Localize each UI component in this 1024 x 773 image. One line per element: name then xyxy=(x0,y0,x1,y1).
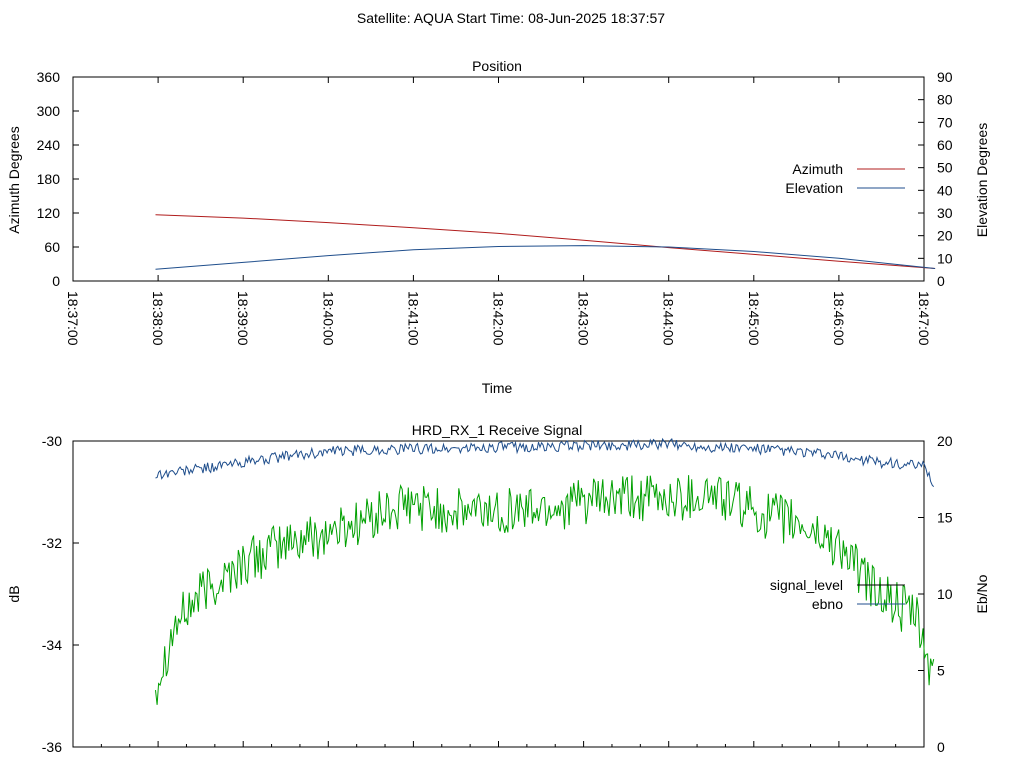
signal-panel: HRD_RX_1 Receive Signal -36 -34 -32 -30 0 5 1… xyxy=(6,422,990,755)
elevation-tick-label: 40 xyxy=(937,182,953,198)
signal-left-ticks: -36 -34 -32 -30 xyxy=(42,433,79,755)
signal-right-ticks: 0 5 10 15 20 xyxy=(918,433,953,755)
elevation-tick-label: 0 xyxy=(937,273,945,289)
position-right-ticks: 0 10 20 30 40 50 60 70 80 90 xyxy=(918,69,953,289)
green-series-line xyxy=(155,475,935,705)
time-tick-label: 18:47:00 xyxy=(916,291,932,346)
azimuth-series-line xyxy=(155,214,936,269)
ebno-tick-label: 15 xyxy=(937,510,953,526)
time-tick-label: 18:42:00 xyxy=(491,291,507,346)
time-tick-label: 18:38:00 xyxy=(150,291,166,346)
azimuth-tick-label: 120 xyxy=(37,205,61,221)
elevation-tick-label: 70 xyxy=(937,114,953,130)
position-ylabel: Azimuth Degrees xyxy=(6,126,22,233)
elevation-tick-label: 10 xyxy=(937,250,953,266)
azimuth-tick-label: 60 xyxy=(44,239,60,255)
signal-plot-frame xyxy=(72,440,925,748)
ebno-tick-label: 5 xyxy=(937,663,945,679)
elevation-tick-label: 60 xyxy=(937,137,953,153)
time-tick-label: 18:41:00 xyxy=(405,291,421,346)
db-tick-label: -34 xyxy=(42,637,62,653)
azimuth-tick-label: 240 xyxy=(37,137,61,153)
elevation-tick-label: 50 xyxy=(937,160,953,176)
legend-label-ebno: ebno xyxy=(812,596,843,612)
legend-label-signal-level: signal_level xyxy=(770,577,843,593)
ebno-series-line xyxy=(155,437,935,488)
time-tick-label: 18:43:00 xyxy=(576,291,592,346)
position-time-ticks: 18:37:00 18:38:00 18:39:00 18:40:00 18:41:00… xyxy=(65,77,932,346)
suptitle: Satellite: AQUA Start Time: 08-Jun-2025 … xyxy=(357,10,665,26)
position-y2label: Elevation Degrees xyxy=(974,123,990,237)
ebno-tick-label: 0 xyxy=(937,739,945,755)
signal-ylabel: dB xyxy=(6,585,22,602)
elevation-tick-label: 90 xyxy=(937,69,953,85)
time-tick-label: 18:44:00 xyxy=(661,291,677,346)
time-tick-label: 18:39:00 xyxy=(235,291,251,346)
signal-time-ticks xyxy=(72,741,925,747)
position-panel: Position 0 60 120 180 240 300 360 0 10 20 30 40 50 6… xyxy=(6,58,990,396)
position-legend: Azimuth Elevation xyxy=(785,161,905,196)
position-xlabel: Time xyxy=(482,380,513,396)
ebno-tick-label: 10 xyxy=(937,586,953,602)
time-tick-label: 18:45:00 xyxy=(746,291,762,346)
position-title: Position xyxy=(472,58,522,74)
legend-label-elevation: Elevation xyxy=(785,180,843,196)
elevation-series-line xyxy=(155,245,936,270)
db-tick-label: -32 xyxy=(42,535,62,551)
elevation-tick-label: 30 xyxy=(937,205,953,221)
azimuth-tick-label: 300 xyxy=(37,103,61,119)
time-tick-label: 18:40:00 xyxy=(320,291,336,346)
elevation-tick-label: 20 xyxy=(937,228,953,244)
position-left-ticks: 0 60 120 180 240 300 360 xyxy=(37,69,79,289)
time-tick-label: 18:46:00 xyxy=(831,291,847,346)
legend-label-azimuth: Azimuth xyxy=(792,161,843,177)
time-tick-label: 18:37:00 xyxy=(65,291,81,346)
ebno-tick-label: 20 xyxy=(937,433,953,449)
signal-title: HRD_RX_1 Receive Signal xyxy=(412,422,582,438)
azimuth-tick-label: 180 xyxy=(37,171,61,187)
db-tick-label: -36 xyxy=(42,739,62,755)
position-plot-frame xyxy=(72,76,925,282)
azimuth-tick-label: 0 xyxy=(52,273,60,289)
elevation-tick-label: 80 xyxy=(937,92,953,108)
azimuth-tick-label: 360 xyxy=(37,69,61,85)
db-tick-label: -30 xyxy=(42,433,62,449)
signal-legend: signal_level ebno xyxy=(770,577,905,612)
signal-y2label: Eb/No xyxy=(974,574,990,613)
